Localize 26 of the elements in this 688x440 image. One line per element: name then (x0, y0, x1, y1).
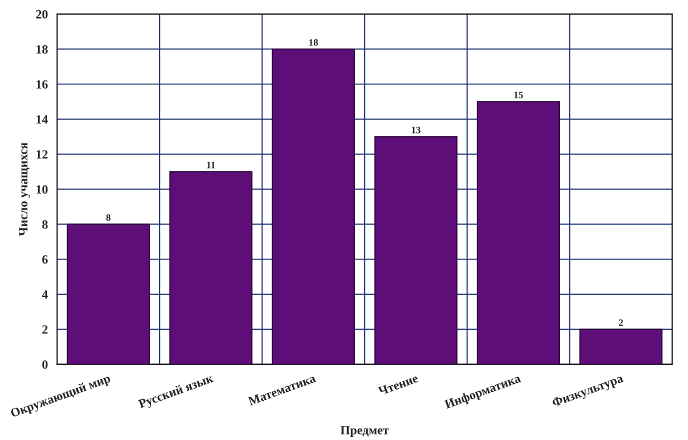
y-tick-label: 8 (42, 220, 48, 229)
x-axis-title: Предмет (340, 426, 389, 437)
bar (579, 328, 662, 364)
y-tick-label: 10 (36, 185, 48, 194)
bar (272, 48, 355, 364)
y-tick-label: 20 (36, 10, 48, 19)
y-tick-label: 0 (42, 360, 48, 369)
data-label: 13 (412, 126, 420, 134)
bar (374, 136, 458, 364)
data-label: 2 (618, 319, 623, 326)
data-label: 8 (106, 214, 110, 221)
y-tick-label: 4 (42, 290, 48, 299)
bar (66, 224, 150, 364)
data-label: 11 (207, 162, 215, 168)
y-tick-label: 6 (42, 255, 48, 264)
y-tick-label: 12 (36, 150, 48, 159)
y-tick-label: 18 (36, 45, 48, 54)
data-label: 18 (309, 39, 318, 46)
data-label: 15 (514, 92, 523, 98)
bar (476, 101, 560, 364)
x-tick-label: Чтение (378, 374, 419, 396)
y-tick-label: 14 (36, 115, 48, 124)
y-axis-title: Число учащихся (19, 142, 30, 236)
bar (169, 171, 252, 364)
y-tick-label: 16 (36, 80, 48, 89)
y-tick-label: 2 (42, 325, 48, 334)
